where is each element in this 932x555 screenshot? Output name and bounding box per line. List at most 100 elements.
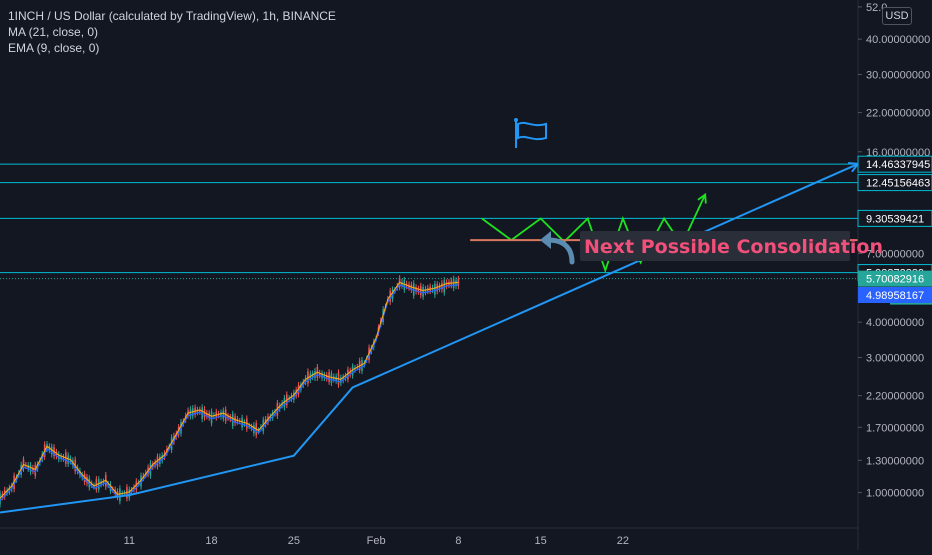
candle-body <box>325 374 328 379</box>
candle-body <box>419 285 422 296</box>
chart-legend: 1INCH / US Dollar (calculated by Trading… <box>8 8 336 56</box>
candle-body <box>79 470 81 476</box>
candle-body <box>8 487 11 492</box>
y-tick-label: 2.20000000 <box>866 391 924 403</box>
candle-body <box>412 283 415 296</box>
candle-body <box>340 377 342 384</box>
candle-body <box>67 455 69 464</box>
candle-body <box>159 456 161 464</box>
candle-body <box>227 416 229 418</box>
time-axis: 11 18 25 Feb 8 15 22 <box>0 527 858 547</box>
y-tick-label: 4.00000000 <box>866 317 924 329</box>
level-price-label: 12.45156463 <box>866 178 930 190</box>
y-tick-label: 22.00000000 <box>866 108 930 120</box>
candle-body <box>32 467 34 471</box>
level-price-tag <box>857 209 932 227</box>
y-tick-label: 1.00000000 <box>866 488 924 500</box>
candle-body <box>224 409 227 421</box>
candle-body <box>229 416 232 420</box>
candle-body <box>161 455 163 461</box>
candle-body <box>170 437 173 450</box>
level-price-tag <box>857 155 932 173</box>
candle-body <box>83 473 86 483</box>
candle-body <box>269 416 272 419</box>
ema-indicator-label[interactable]: EMA (9, close, 0) <box>8 41 100 55</box>
x-tick-label: 22 <box>617 535 629 547</box>
trendline <box>0 162 859 514</box>
ma-price-label: 4.98958167 <box>866 290 924 302</box>
candle-body <box>151 464 154 467</box>
horizontal-levels <box>0 163 858 280</box>
candle-body <box>347 369 349 380</box>
y-tick-label: 40.00000000 <box>866 34 930 46</box>
currency-button[interactable]: USD <box>882 7 912 25</box>
candle-body <box>314 370 316 378</box>
candle-body <box>206 412 208 417</box>
candle-body <box>154 462 156 466</box>
candle-body <box>107 483 109 485</box>
last-price-tag <box>858 270 932 287</box>
annotation-box <box>580 231 850 261</box>
candle-body <box>293 392 295 400</box>
candle-body <box>342 377 344 381</box>
candle-body <box>415 287 417 292</box>
candle-body <box>403 279 406 290</box>
zigzag-path <box>481 194 707 274</box>
candle-body <box>29 465 32 473</box>
candle-body <box>102 481 105 484</box>
price-tags: 14.4633794512.451564639.305394215.988728… <box>857 155 932 305</box>
candle-body <box>34 464 37 476</box>
ma-line <box>0 284 459 502</box>
ma-indicator-label[interactable]: MA (21, close, 0) <box>8 25 99 39</box>
x-tick-label: 18 <box>205 535 217 547</box>
symbol-title[interactable]: 1INCH / US Dollar (calculated by Trading… <box>8 9 336 23</box>
candle-body <box>351 366 354 376</box>
level-price-tag <box>857 174 932 192</box>
candle-body <box>121 493 124 495</box>
candle-body <box>361 360 363 372</box>
annotation-label: Next Possible Consolidation <box>584 236 883 258</box>
candle-body <box>55 451 58 457</box>
curved-arrow-head-icon <box>540 231 551 249</box>
y-tick-label: 30.00000000 <box>866 70 930 82</box>
ema-line <box>0 281 459 499</box>
candle-body <box>274 411 276 414</box>
flag-top-icon <box>514 118 518 122</box>
candle-body <box>60 456 62 459</box>
candle-body <box>323 374 326 378</box>
candle-body <box>199 409 201 412</box>
candle-body <box>441 283 443 290</box>
candle-body <box>417 288 420 292</box>
candle-body <box>248 425 250 427</box>
candle-body <box>0 493 1 505</box>
x-tick-label: 8 <box>455 535 461 547</box>
curved-arrow-icon <box>545 237 575 265</box>
candle-body <box>438 285 441 290</box>
y-tick-label: 3.00000000 <box>866 353 924 365</box>
candle-body <box>133 487 135 490</box>
candle-body <box>278 405 281 409</box>
candle-body <box>445 282 448 287</box>
level-price-label: 9.30539421 <box>866 213 924 225</box>
level-price-label: 14.46337945 <box>866 159 930 171</box>
candle-body <box>422 287 424 297</box>
candle-body <box>130 490 133 493</box>
y-tick-label: 1.70000000 <box>866 422 924 434</box>
candle-body <box>220 412 222 417</box>
x-tick-label: Feb <box>367 535 386 547</box>
candle-body <box>321 373 323 378</box>
candle-body <box>330 373 333 383</box>
candle-body <box>57 454 60 460</box>
candle-body <box>253 425 255 434</box>
candle-body <box>119 488 121 502</box>
candle-body <box>250 426 253 429</box>
flag-icon <box>517 121 547 141</box>
candle-body <box>97 479 100 490</box>
candle-body <box>222 410 225 419</box>
candle-body <box>156 456 159 467</box>
candle-body <box>302 381 305 386</box>
